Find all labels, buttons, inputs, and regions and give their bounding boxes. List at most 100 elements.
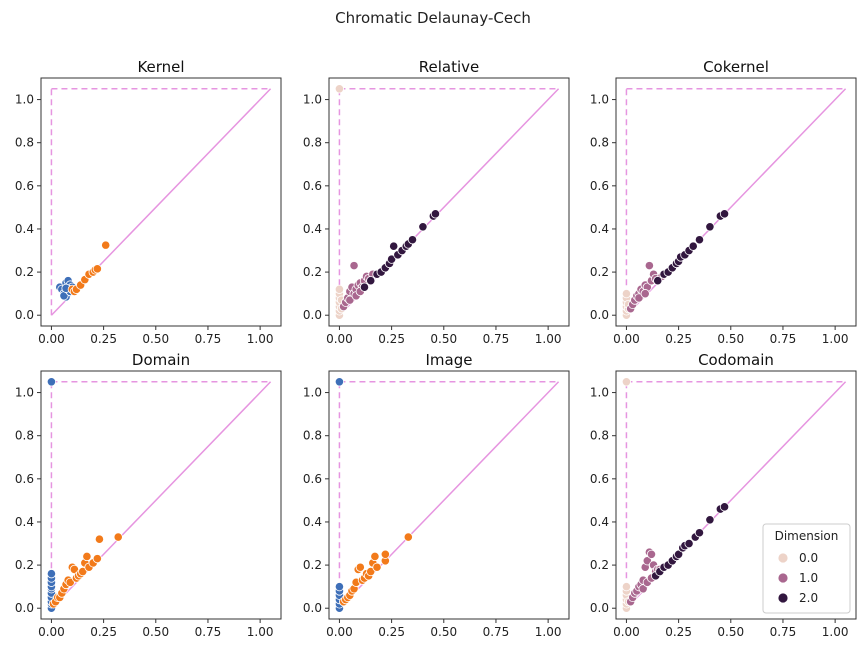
y-tick-label: 0.0	[303, 601, 322, 615]
scatter-point	[94, 534, 105, 544]
scatter-point	[380, 549, 390, 559]
y-tick-label: 0.2	[15, 265, 34, 279]
x-tick-label: 1.00	[535, 332, 562, 346]
legend-label: 1.0	[799, 571, 818, 585]
scatter-point	[345, 295, 355, 305]
x-tick-label: 1.00	[247, 332, 274, 346]
legend-box	[762, 523, 851, 614]
scatter-point	[65, 577, 75, 587]
x-tick-label: 0.75	[483, 332, 510, 346]
y-tick-label: 0.0	[303, 308, 322, 322]
x-tick-label: 0.75	[770, 625, 797, 639]
legend-label: 2.0	[799, 591, 818, 605]
scatter-point	[418, 222, 428, 232]
scatter-point	[638, 584, 648, 594]
y-tick-label: 0.4	[303, 222, 322, 236]
y-tick-label: 0.2	[590, 265, 609, 279]
scatter-point	[366, 566, 376, 577]
x-tick-label: 0.75	[195, 625, 222, 639]
y-tick-label: 1.0	[590, 93, 609, 107]
scatter-point	[719, 502, 730, 512]
y-tick-label: 0.2	[303, 558, 322, 572]
scatter-point	[621, 289, 632, 299]
scatter-point	[334, 582, 345, 592]
y-tick-label: 0.0	[15, 308, 34, 322]
y-tick-label: 0.8	[590, 429, 609, 443]
scatter-point	[621, 377, 632, 387]
y-tick-label: 0.8	[15, 136, 34, 150]
panel-title-image: Image	[426, 351, 473, 369]
y-tick-label: 0.4	[15, 222, 34, 236]
scatter-point	[334, 84, 345, 94]
panel-title-domain: Domain	[132, 351, 190, 369]
scatter-point	[621, 582, 632, 592]
y-tick-label: 0.2	[590, 558, 609, 572]
x-tick-label: 1.00	[822, 332, 849, 346]
x-tick-label: 0.00	[326, 625, 353, 639]
x-tick-label: 1.00	[535, 625, 562, 639]
axes-frame	[615, 370, 857, 620]
scatter-point	[403, 532, 413, 542]
scatter-point	[46, 569, 57, 579]
y-tick-label: 1.0	[303, 386, 322, 400]
y-tick-label: 1.0	[590, 386, 609, 400]
y-tick-label: 0.8	[303, 429, 322, 443]
scatter-point	[46, 377, 57, 387]
scatter-point	[101, 240, 111, 250]
x-tick-label: 0.25	[665, 625, 692, 639]
scatter-point	[113, 532, 123, 542]
x-tick-label: 0.00	[613, 625, 640, 639]
x-tick-label: 0.50	[430, 332, 457, 346]
y-tick-label: 0.6	[590, 179, 609, 193]
scatter-point	[92, 554, 102, 564]
x-tick-label: 0.75	[195, 332, 222, 346]
y-tick-label: 0.0	[15, 601, 34, 615]
y-tick-label: 0.2	[303, 265, 322, 279]
panel-domain: Domain 0.00 0.25 0.50 0.75 1.00 0.0 0.2 0.4 0.6 0.…	[15, 351, 282, 639]
axes-frame	[40, 77, 282, 327]
scatter-point	[653, 276, 663, 286]
panel-title-cokernel: Cokernel	[703, 58, 769, 76]
panel-title-codomain: Codomain	[698, 351, 774, 369]
y-tick-label: 0.6	[15, 179, 34, 193]
y-tick-label: 0.4	[590, 222, 609, 236]
axes-frame	[328, 370, 570, 620]
scatter-point	[389, 241, 399, 251]
x-tick-label: 0.75	[483, 625, 510, 639]
subplot-grid: Kernel 0.00 0.25 0.50 0.75 1.00 0.0 0.2 0.4 0.6 0.…	[15, 58, 857, 639]
scatter-point	[349, 261, 359, 271]
y-tick-label: 0.2	[15, 558, 34, 572]
x-tick-label: 0.75	[770, 332, 797, 346]
y-tick-label: 0.0	[590, 308, 609, 322]
y-tick-label: 1.0	[15, 93, 34, 107]
scatter-point	[694, 528, 705, 538]
scatter-point	[684, 538, 694, 549]
y-tick-label: 0.8	[590, 136, 609, 150]
panel-cokernel: Cokernel 0.00 0.25 0.50 0.75 1.00 0.0 0.2 0.4 0.6…	[590, 58, 857, 346]
x-tick-label: 0.00	[38, 332, 65, 346]
scatter-point	[355, 562, 365, 572]
y-tick-label: 1.0	[15, 386, 34, 400]
scatter-point	[372, 562, 382, 572]
axes-frame	[40, 370, 282, 620]
scatter-point	[407, 235, 418, 245]
x-tick-label: 0.50	[430, 625, 457, 639]
scatter-point	[92, 264, 102, 274]
scatter-point	[705, 515, 715, 525]
x-tick-label: 0.50	[142, 332, 169, 346]
legend-label: 0.0	[799, 551, 818, 565]
scatter-point	[370, 551, 380, 562]
panel-kernel: Kernel 0.00 0.25 0.50 0.75 1.00 0.0 0.2 0.4 0.6 0.…	[15, 58, 282, 346]
legend: Dimension 0.0 1.0 2.0	[762, 523, 851, 614]
scatter-point	[69, 564, 79, 575]
x-tick-label: 1.00	[822, 625, 849, 639]
scatter-point	[634, 293, 644, 303]
panel-codomain: Codomain 0.00 0.25 0.50 0.75 1.00 0.0 0.2 0.4 0.6…	[590, 351, 857, 639]
scatter-point	[366, 276, 376, 286]
scatter-point	[359, 282, 370, 292]
x-tick-label: 0.25	[665, 332, 692, 346]
y-tick-label: 1.0	[303, 93, 322, 107]
legend-marker	[777, 592, 789, 604]
panel-title-relative: Relative	[419, 58, 480, 76]
